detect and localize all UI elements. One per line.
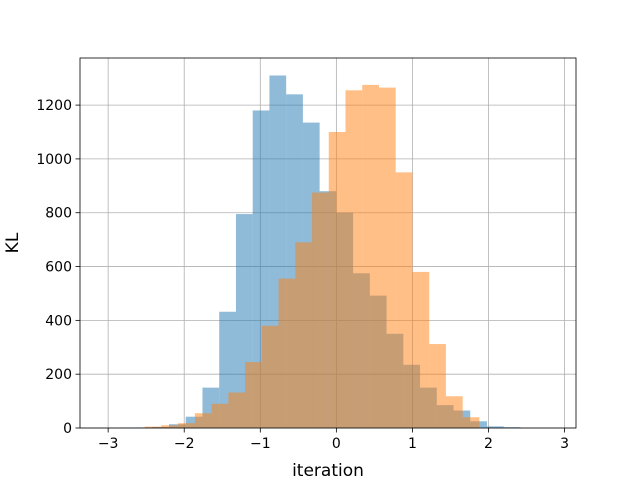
histogram-bar bbox=[429, 344, 446, 428]
y-tick-label: 1200 bbox=[36, 98, 72, 114]
histogram-bar bbox=[395, 172, 413, 428]
histogram-bar bbox=[228, 392, 246, 428]
histogram-bar bbox=[445, 396, 463, 428]
y-tick-label: 200 bbox=[45, 367, 72, 383]
axes-frame bbox=[79, 57, 577, 429]
x-axis-ticks: −3 −2 −1 0 1 2 3 bbox=[98, 428, 569, 452]
histogram-bars bbox=[118, 75, 521, 429]
x-tick-label: 2 bbox=[484, 436, 493, 452]
histogram-bar bbox=[328, 132, 346, 428]
y-tick-label: 1000 bbox=[36, 152, 72, 168]
histogram-bar bbox=[185, 416, 203, 428]
histogram-bar bbox=[144, 426, 162, 428]
histogram-bar bbox=[261, 325, 279, 428]
x-tick-label: −1 bbox=[250, 436, 271, 452]
histogram-bar bbox=[345, 90, 363, 429]
x-tick-label: −3 bbox=[98, 436, 119, 452]
histogram-bar bbox=[245, 362, 262, 428]
histogram-bar bbox=[362, 84, 379, 428]
x-tick-label: −2 bbox=[174, 436, 195, 452]
histogram-bar bbox=[278, 278, 296, 428]
histogram-bar bbox=[211, 403, 229, 428]
histogram-bar bbox=[178, 423, 195, 428]
histogram-bar bbox=[486, 426, 504, 428]
y-tick-label: 0 bbox=[63, 421, 72, 437]
histogram-bar bbox=[412, 271, 430, 428]
histogram-bar bbox=[295, 242, 313, 428]
y-tick-label: 800 bbox=[45, 206, 72, 222]
x-tick-label: 1 bbox=[408, 436, 417, 452]
x-axis-label: iteration bbox=[292, 461, 364, 480]
x-tick-label: 0 bbox=[332, 436, 341, 452]
histogram-bar bbox=[161, 425, 179, 428]
histogram-bar bbox=[312, 192, 329, 428]
y-tick-label: 400 bbox=[45, 313, 72, 329]
y-tick-label: 600 bbox=[45, 260, 72, 276]
y-axis-ticks: 0 200 400 600 800 1000 1200 bbox=[36, 98, 80, 437]
histogram-bar bbox=[462, 417, 480, 428]
histogram-bar bbox=[378, 87, 396, 428]
y-axis-label: KL bbox=[3, 232, 23, 253]
axes-border bbox=[79, 57, 577, 429]
histogram-bar bbox=[503, 427, 521, 428]
x-tick-label: 3 bbox=[560, 436, 569, 452]
series-2-bars bbox=[144, 84, 480, 429]
histogram-bar bbox=[194, 413, 212, 428]
